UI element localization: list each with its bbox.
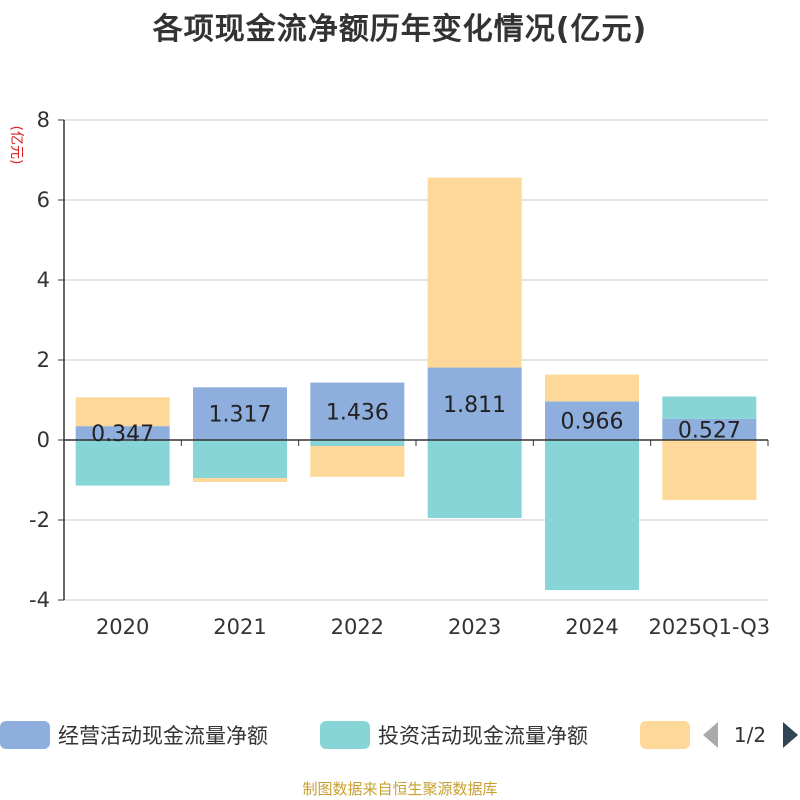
x-tick-label: 2025Q1-Q3 [649, 615, 771, 639]
bar-series-3-2022[interactable] [310, 446, 405, 477]
y-tick-label: -2 [29, 508, 50, 532]
legend-label-2[interactable]: 投资活动现金流量净额 [378, 724, 588, 748]
legend-label-1[interactable]: 经营活动现金流量净额 [58, 724, 268, 748]
x-tick-label: 2020 [96, 615, 149, 639]
bar-series-1-2025Q1-Q3[interactable] [662, 418, 757, 440]
y-tick-label: 2 [37, 348, 50, 372]
bar-series-1-2020[interactable] [75, 426, 170, 440]
bar-series-2-2020[interactable] [75, 440, 170, 486]
bar-series-1-2022[interactable] [310, 382, 405, 440]
y-tick-label: 6 [37, 188, 50, 212]
bar-series-2-2025Q1-Q3[interactable] [662, 396, 757, 419]
y-tick-label: 0 [37, 428, 50, 452]
x-tick-label: 2023 [448, 615, 501, 639]
chart-title: 各项现金流净额历年变化情况(亿元) [152, 12, 648, 47]
legend-swatch-2[interactable] [320, 721, 370, 749]
y-tick-label: 8 [37, 108, 50, 132]
data-label-2020: 0.347 [91, 422, 154, 447]
y-tick-label: 4 [37, 268, 50, 292]
bar-series-3-2021[interactable] [193, 478, 287, 482]
y-tick-label: -4 [29, 588, 50, 612]
footer-source: 制图数据来自恒生聚源数据库 [302, 780, 498, 798]
bar-series-3-2024[interactable] [545, 374, 639, 402]
bar-series-3-2020[interactable] [75, 397, 170, 427]
bar-series-1-2021[interactable] [193, 387, 287, 440]
y-axis-unit-label: (亿元) [8, 126, 24, 165]
bar-series-1-2023[interactable] [427, 367, 522, 440]
bar-series-3-2025Q1-Q3[interactable] [662, 440, 757, 500]
legend-swatch-1[interactable] [0, 721, 50, 749]
data-label-2023: 1.811 [443, 393, 506, 418]
x-tick-label: 2024 [565, 615, 618, 639]
bar-series-2-2023[interactable] [427, 440, 522, 518]
x-tick-label: 2021 [213, 615, 266, 639]
bar-series-2-2022[interactable] [310, 440, 405, 446]
data-label-2025Q1-Q3: 0.527 [678, 418, 741, 443]
legend-swatch-3[interactable] [640, 721, 690, 749]
data-label-2021: 1.317 [209, 403, 272, 428]
legend-prev-arrow-icon[interactable] [703, 722, 718, 748]
legend-page-indicator: 1/2 [734, 723, 766, 747]
data-label-2022: 1.436 [326, 400, 389, 425]
x-tick-label: 2022 [331, 615, 384, 639]
data-label-2024: 0.966 [561, 410, 624, 435]
bar-series-2-2024[interactable] [545, 440, 639, 590]
legend-next-arrow-icon[interactable] [783, 722, 798, 748]
bar-series-3-2023[interactable] [427, 177, 522, 368]
bar-series-2-2021[interactable] [193, 440, 287, 478]
bar-series-1-2024[interactable] [545, 401, 639, 440]
